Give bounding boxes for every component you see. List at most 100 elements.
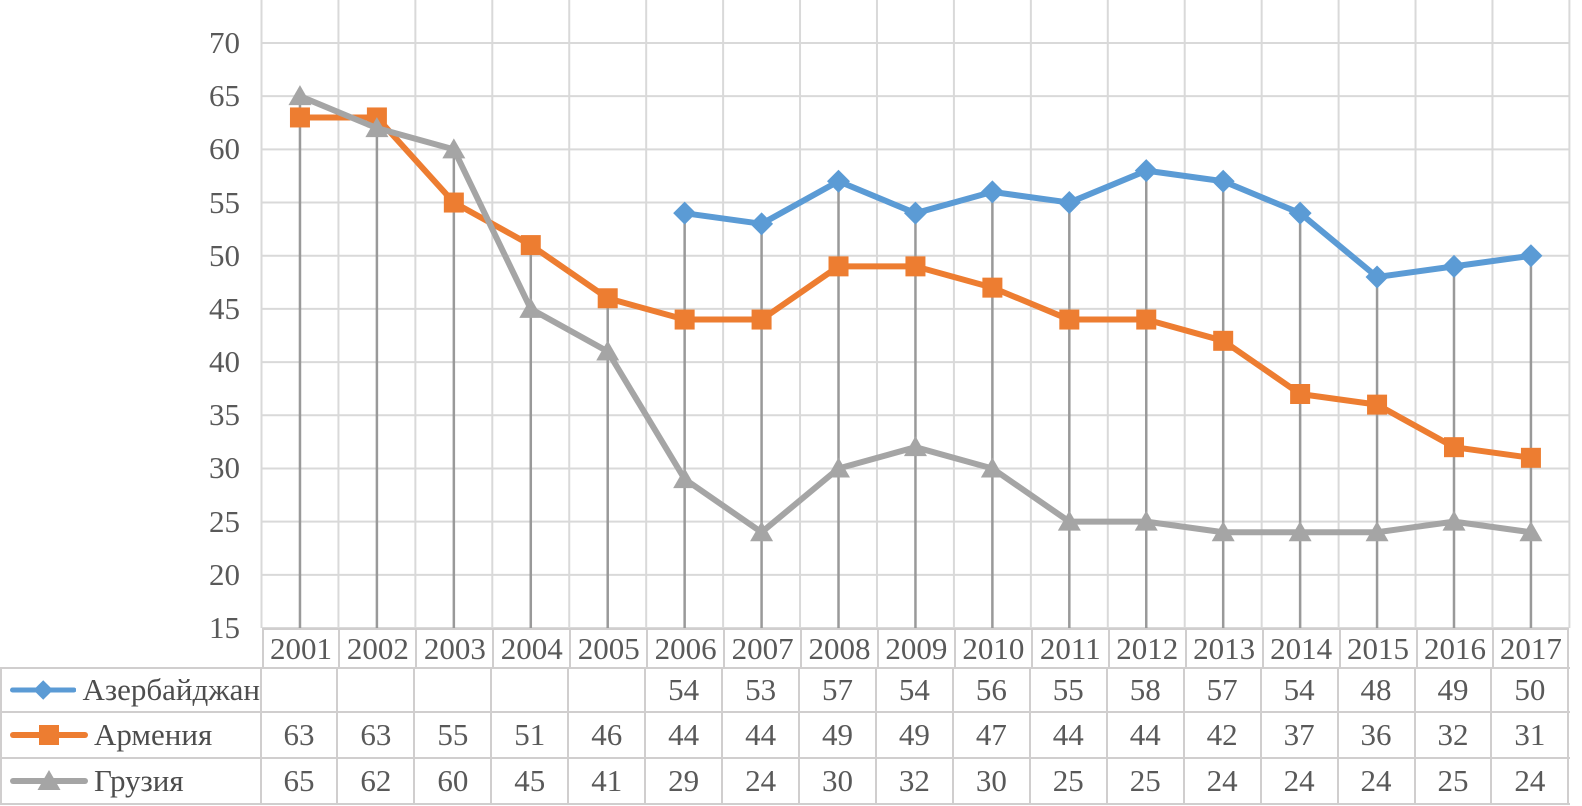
x-axis-year-label: 2009 [876,628,954,667]
x-axis-year-label: 2012 [1107,628,1185,667]
plot-area [260,0,1571,628]
triangle-marker-georgia [1365,521,1389,542]
x-axis-year-label: 2010 [953,628,1031,667]
triangle-marker-georgia [596,340,620,361]
series-line-azerbaijan [681,167,1534,280]
square-marker-armenia [1213,330,1234,351]
triangle-marker-georgia [980,457,1004,478]
legend-item-azerbaijan: Азербайджан [0,669,262,711]
triangle-marker-georgia [519,297,543,318]
diamond-marker-azerbaijan [1057,191,1081,215]
table-cell-armenia-2007: 44 [723,713,801,757]
x-axis-year-label: 2006 [646,628,724,667]
x-axis-year-label: 2014 [1261,628,1339,667]
square-marker-armenia [828,256,849,277]
y-tick-label: 30 [209,450,240,486]
table-cell-georgia-2007: 24 [723,759,801,803]
x-axis-year-label: 2007 [723,628,801,667]
x-axis-year-label: 2008 [800,628,877,667]
square-marker-armenia [443,192,464,213]
triangle-marker-georgia [1057,510,1081,531]
table-cell-armenia-2008: 49 [800,713,877,757]
y-tick-label: 45 [209,290,240,326]
table-cell-azerbaijan-2015: 48 [1339,669,1416,711]
triangle-marker-georgia [1134,510,1158,531]
triangle-marker-georgia [1442,510,1466,531]
table-cell-armenia-2012: 44 [1108,713,1185,757]
square-marker-armenia [1059,309,1080,330]
x-axis-year-label: 2003 [415,628,493,667]
x-axis-year-label: 2002 [338,628,416,667]
table-cell-armenia-2002: 63 [338,713,416,757]
y-tick-label: 55 [209,184,240,220]
y-tick-label: 70 [209,25,240,60]
x-axis-year-label: 2005 [569,628,647,667]
table-cell-armenia-2004: 51 [492,713,570,757]
table-cell-azerbaijan-2017: 50 [1492,669,1570,711]
table-cell-armenia-2011: 44 [1031,713,1108,757]
table-row-azerbaijan: Азербайджан 54 53 57 54 56 55 58 57 54 48 49 50 [0,667,1570,713]
square-marker-armenia [982,277,1003,298]
table-cell-armenia-2017: 31 [1492,713,1570,757]
table-cell-georgia-2016: 25 [1416,759,1493,803]
triangle-marker-georgia [827,457,851,478]
square-marker-armenia [905,256,926,277]
table-cell-armenia-2014: 37 [1262,713,1339,757]
legend-label-georgia: Грузия [94,763,184,798]
y-tick-label: 25 [209,503,240,539]
square-marker-armenia [1367,394,1388,415]
y-tick-label: 15 [209,610,240,645]
diamond-marker-azerbaijan [1519,244,1543,268]
table-cell-azerbaijan-2013: 57 [1185,669,1262,711]
table-cell-azerbaijan-2012: 58 [1108,669,1185,711]
table-cell-azerbaijan-2003 [415,669,493,711]
square-marker-armenia [597,288,618,309]
square-legend-key-icon [10,725,88,745]
square-marker-armenia [1443,437,1464,458]
diamond-legend-key-icon [10,680,77,700]
table-cell-azerbaijan-2007: 53 [723,669,801,711]
table-cell-georgia-2012: 25 [1108,759,1185,803]
table-cell-georgia-2005: 41 [569,759,647,803]
y-tick-label: 65 [209,78,240,114]
legend-item-armenia: Армения [0,713,262,757]
triangle-legend-key-icon [10,770,88,790]
x-axis-year-label: 2016 [1415,628,1493,667]
table-cell-armenia-2013: 42 [1185,713,1262,757]
table-cell-azerbaijan-2011: 55 [1031,669,1108,711]
table-cell-georgia-2013: 24 [1185,759,1262,803]
table-cell-georgia-2006: 29 [646,759,724,803]
table-cell-armenia-2006: 44 [646,713,724,757]
table-cell-georgia-2008: 30 [800,759,877,803]
table-cell-azerbaijan-2016: 49 [1416,669,1493,711]
triangle-marker-georgia [750,521,774,542]
table-cell-georgia-2001: 65 [262,759,339,803]
table-cell-georgia-2017: 24 [1492,759,1570,803]
table-cell-armenia-2003: 55 [415,713,493,757]
table-cell-georgia-2004: 45 [492,759,570,803]
square-marker-armenia [751,309,772,330]
legend-item-georgia: Грузия [0,759,262,803]
square-marker-armenia [1290,384,1311,404]
diamond-marker-azerbaijan [1365,265,1389,289]
diamond-marker-azerbaijan [1442,254,1466,278]
table-cell-azerbaijan-2009: 54 [877,669,954,711]
triangle-marker-georgia [903,436,927,457]
table-cell-georgia-2015: 24 [1339,759,1416,803]
y-tick-label: 50 [209,237,240,273]
table-cell-azerbaijan-2005 [569,669,647,711]
triangle-marker-georgia [1211,521,1235,542]
legend-label-azerbaijan: Азербайджан [82,672,260,707]
x-axis-year-label: 2017 [1492,628,1570,667]
table-cell-georgia-2010: 30 [954,759,1031,803]
table-cell-azerbaijan-2010: 56 [954,669,1031,711]
triangle-marker-georgia [442,138,466,159]
table-cell-georgia-2009: 32 [877,759,954,803]
square-marker-armenia [289,107,310,128]
triangle-marker-georgia [1288,521,1312,542]
square-marker-armenia [520,235,541,256]
square-marker-armenia [674,309,695,330]
table-cell-armenia-2001: 63 [262,713,339,757]
triangle-marker-georgia [673,468,697,489]
square-marker-armenia [1136,309,1157,330]
